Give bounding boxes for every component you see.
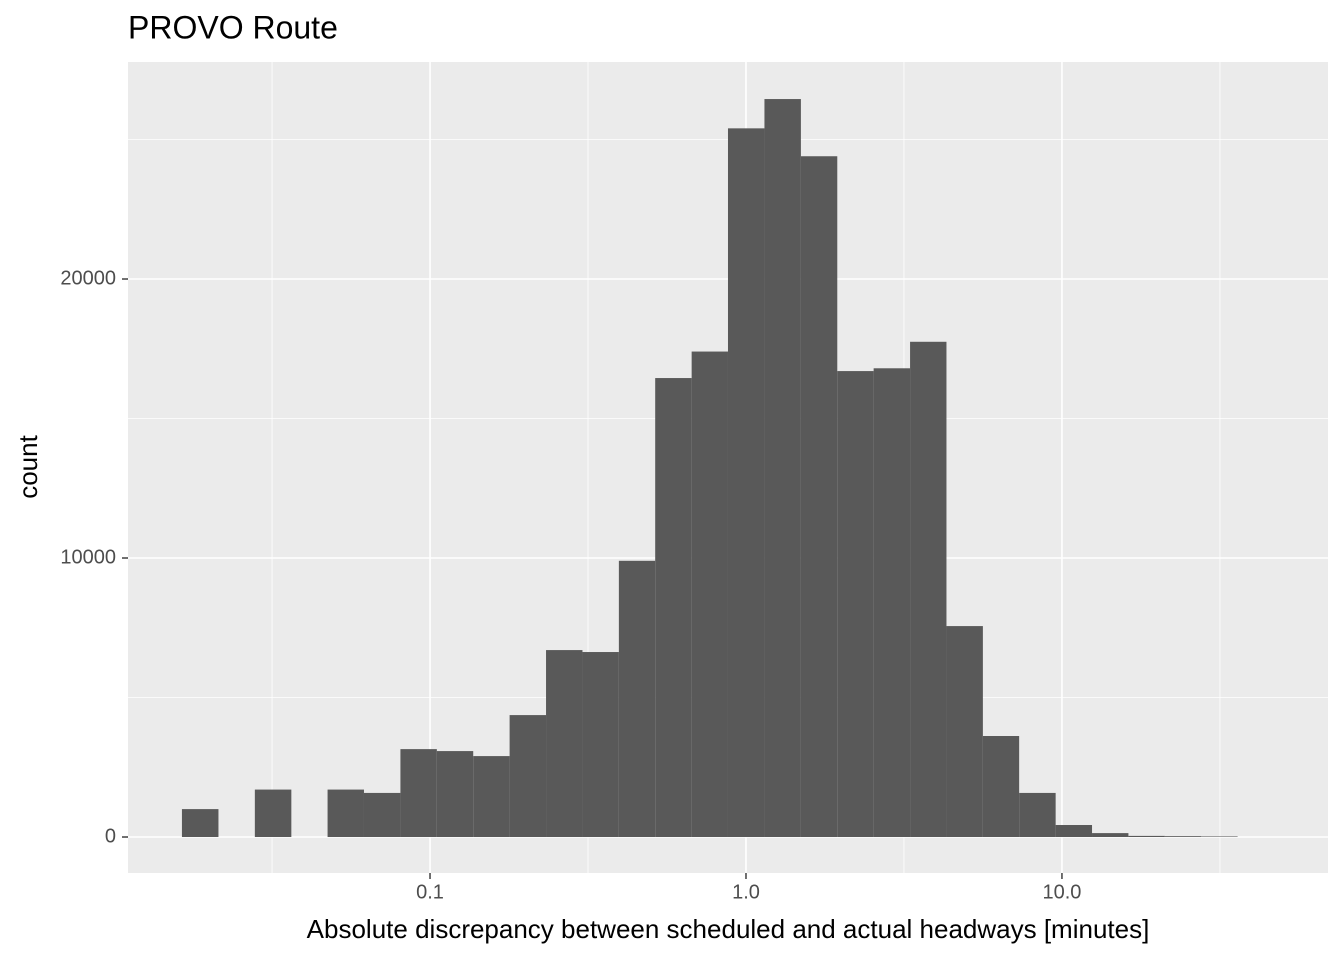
bar — [837, 371, 874, 838]
x-tick-label: 10.0 — [1042, 881, 1081, 903]
bar — [363, 792, 401, 838]
bar — [873, 368, 911, 838]
bar — [655, 378, 692, 838]
bar — [327, 789, 364, 838]
y-tick-label: 10000 — [60, 546, 116, 568]
x-axis-title: Absolute discrepancy between scheduled a… — [307, 914, 1150, 944]
bar — [764, 99, 801, 838]
y-axis-title: count — [13, 434, 43, 498]
x-tick-label: 1.0 — [732, 881, 760, 903]
bar — [982, 736, 1020, 838]
bar — [910, 341, 947, 838]
bar — [473, 756, 510, 838]
bar — [1164, 836, 1202, 838]
bar — [582, 652, 619, 838]
bar — [1128, 835, 1165, 838]
bar — [727, 128, 765, 838]
y-tick-label: 20000 — [60, 267, 116, 289]
bar — [1055, 825, 1093, 838]
bar — [1092, 833, 1129, 838]
bar — [436, 751, 474, 838]
bar — [1201, 836, 1238, 838]
bar — [400, 749, 437, 838]
x-tick-label: 0.1 — [416, 881, 444, 903]
bar — [800, 156, 838, 838]
bar — [181, 809, 219, 838]
bar — [254, 789, 292, 838]
bar — [946, 626, 983, 838]
bar — [509, 715, 547, 838]
bar — [546, 650, 583, 838]
chart-title: PROVO Route — [128, 9, 338, 45]
bar — [1019, 792, 1056, 838]
y-tick-label: 0 — [105, 825, 116, 847]
bar — [618, 560, 656, 838]
bar — [691, 351, 728, 838]
